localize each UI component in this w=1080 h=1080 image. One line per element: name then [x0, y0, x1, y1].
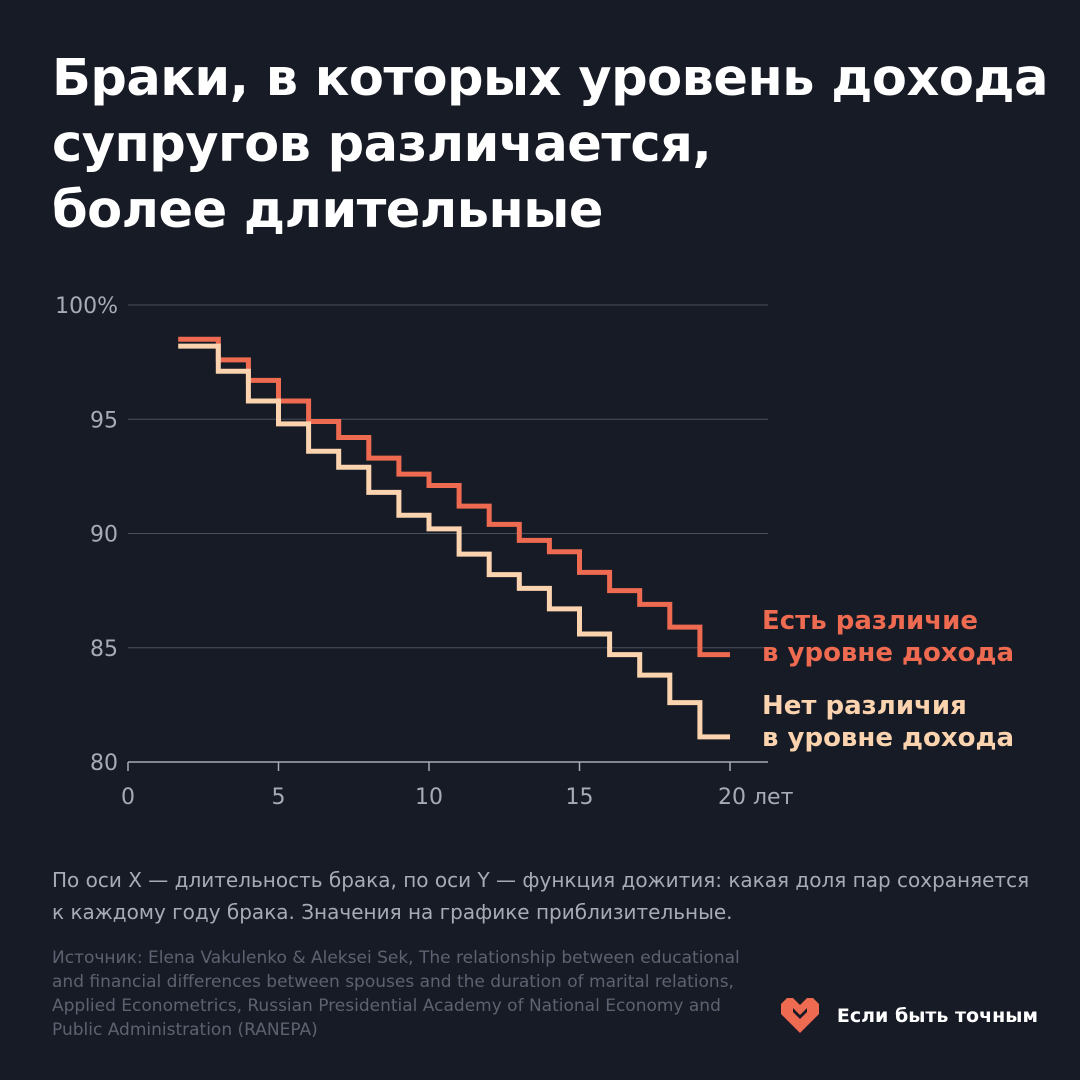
title-line: супругов различается, — [52, 115, 712, 174]
y-tick-label: 95 — [90, 408, 118, 433]
heart-logo-icon — [780, 998, 819, 1033]
series-line-no-difference — [178, 343, 730, 740]
title-line: более длительные — [52, 181, 603, 240]
y-tick-label: 80 — [90, 751, 118, 776]
brand: Если быть точным — [779, 998, 1038, 1034]
source-note: Источник: Elena Vakulenko & Aleksei Sek,… — [52, 948, 740, 1040]
y-tick-label: 100% — [55, 294, 118, 319]
grid-lines — [128, 304, 768, 649]
series-lines — [178, 336, 730, 740]
axes — [127, 761, 768, 771]
series-label: Есть различие — [762, 606, 978, 636]
series-label: Нет различия — [762, 691, 967, 721]
x-tick-label: 15 — [566, 785, 594, 810]
series-line-difference — [178, 336, 730, 658]
x-tick-label: 20 лет — [718, 785, 794, 810]
chart-title: Браки, в которых уровень дохода супругов… — [52, 46, 1052, 244]
title-line: Браки, в которых уровень дохода — [52, 49, 1048, 108]
series-label: в уровне дохода — [762, 723, 1014, 753]
brand-name: Если быть точным — [836, 1005, 1038, 1027]
y-tick-label: 85 — [90, 637, 118, 662]
y-tick-label: 90 — [90, 523, 118, 548]
axis-note: По оси X — длительность брака, по оси Y … — [52, 868, 1030, 924]
tick-labels: 100% 95 90 85 800 5 10 15 20 лет — [55, 294, 793, 810]
x-tick-label: 5 — [272, 785, 286, 810]
x-tick-label: 0 — [121, 785, 135, 810]
x-tick-label: 10 — [415, 785, 443, 810]
series-label: в уровне дохода — [762, 638, 1014, 668]
